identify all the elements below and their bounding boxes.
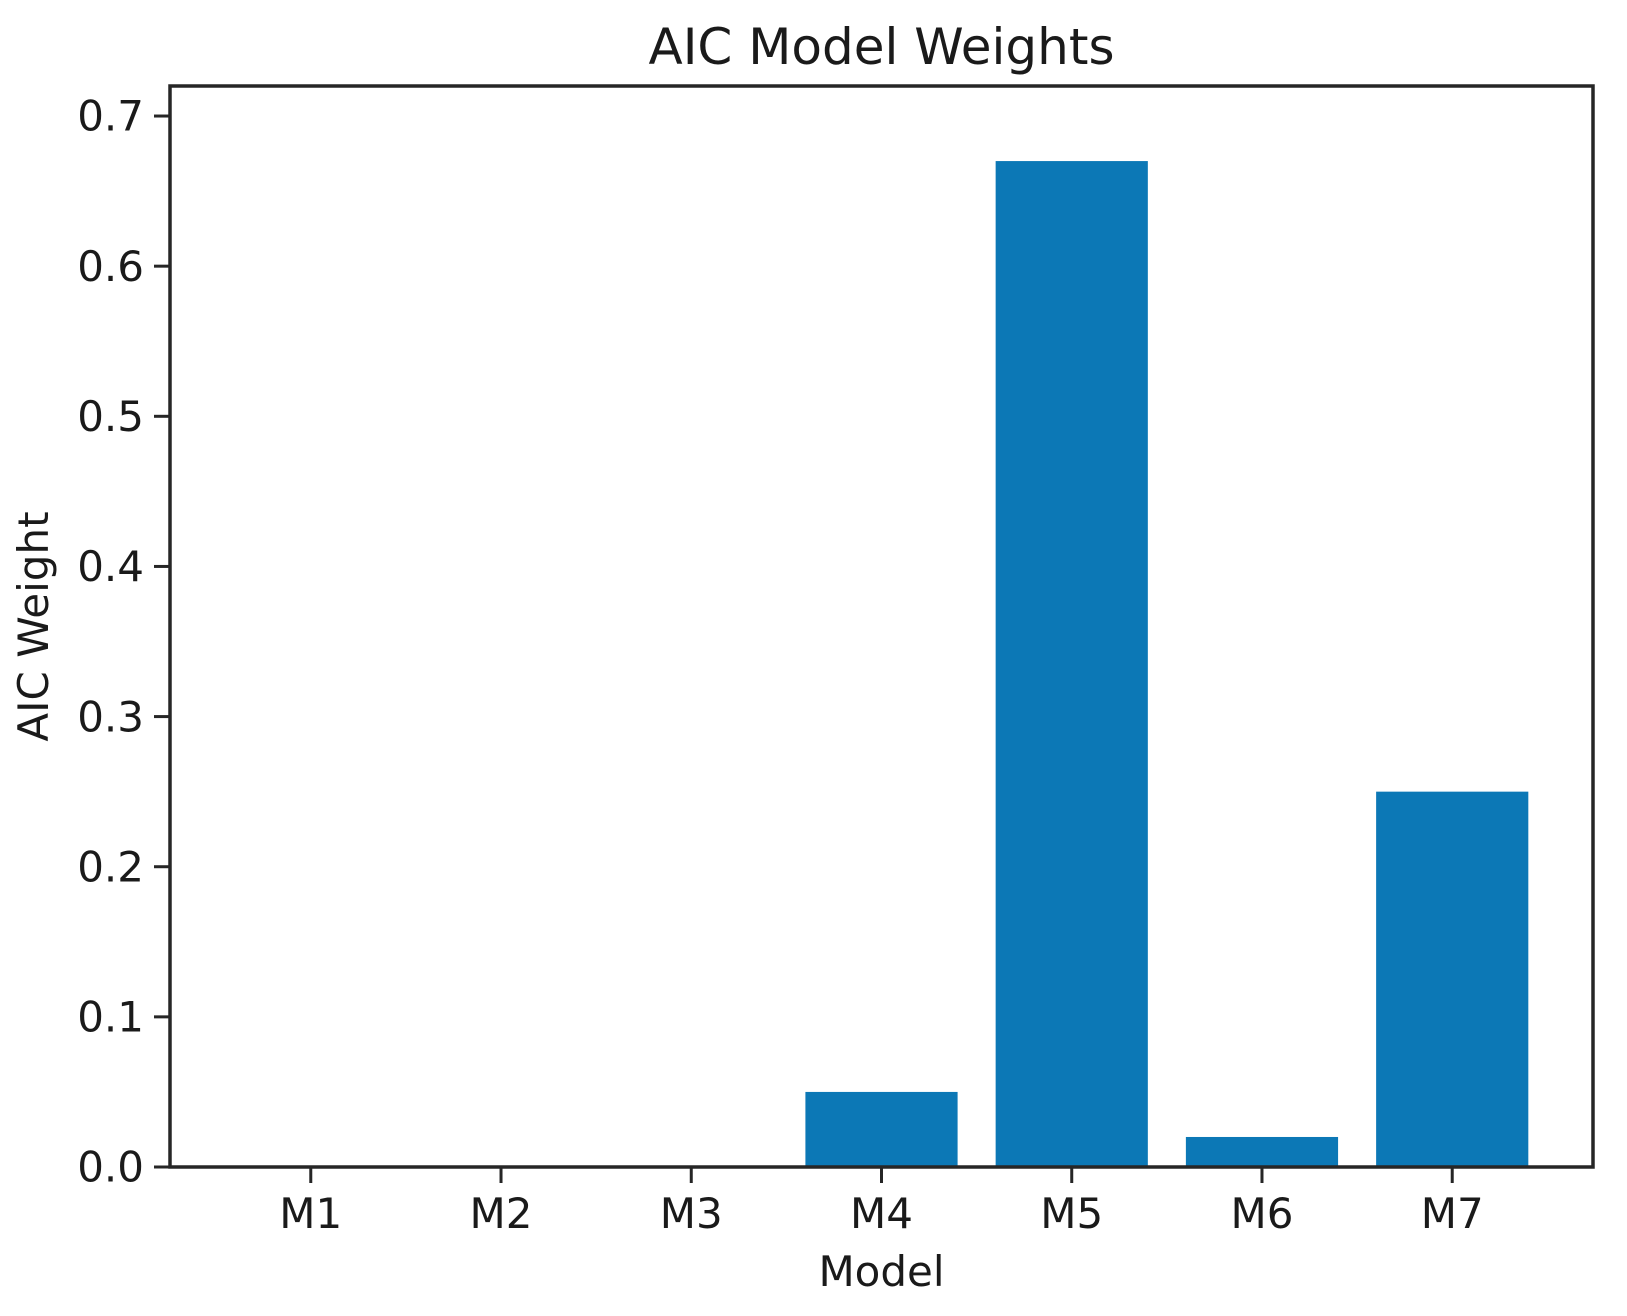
x-tick-label: M1 bbox=[279, 1189, 342, 1238]
bar-M7 bbox=[1376, 791, 1529, 1167]
y-tick-label: 0.2 bbox=[77, 842, 144, 891]
bar-M5 bbox=[995, 161, 1148, 1167]
x-axis-label: Model bbox=[818, 1247, 944, 1296]
x-tick-label: M4 bbox=[850, 1189, 913, 1238]
x-tick-label: M3 bbox=[660, 1189, 723, 1238]
y-tick-label: 0.7 bbox=[77, 92, 144, 141]
y-tick-label: 0.5 bbox=[77, 392, 144, 441]
chart-title: AIC Model Weights bbox=[648, 18, 1114, 76]
y-axis-ticks: 0.0 0.1 0.2 0.3 0.4 0.5 0.6 0.7 bbox=[77, 92, 170, 1192]
y-tick-label: 0.4 bbox=[77, 542, 144, 591]
bars-group bbox=[805, 161, 1529, 1167]
y-axis-label: AIC Weight bbox=[9, 511, 58, 741]
x-axis-ticks: M1 M2 M3 M4 M5 M6 M7 bbox=[279, 1167, 1484, 1238]
y-tick-label: 0.1 bbox=[77, 993, 144, 1042]
bar-M4 bbox=[805, 1091, 958, 1167]
y-tick-label: 0.3 bbox=[77, 692, 144, 741]
x-tick-label: M7 bbox=[1421, 1189, 1484, 1238]
x-tick-label: M2 bbox=[470, 1189, 533, 1238]
y-tick-label: 0.6 bbox=[77, 242, 144, 291]
x-tick-label: M5 bbox=[1040, 1189, 1103, 1238]
bar-M6 bbox=[1185, 1136, 1339, 1167]
y-tick-label: 0.0 bbox=[77, 1143, 144, 1192]
x-tick-label: M6 bbox=[1230, 1189, 1293, 1238]
